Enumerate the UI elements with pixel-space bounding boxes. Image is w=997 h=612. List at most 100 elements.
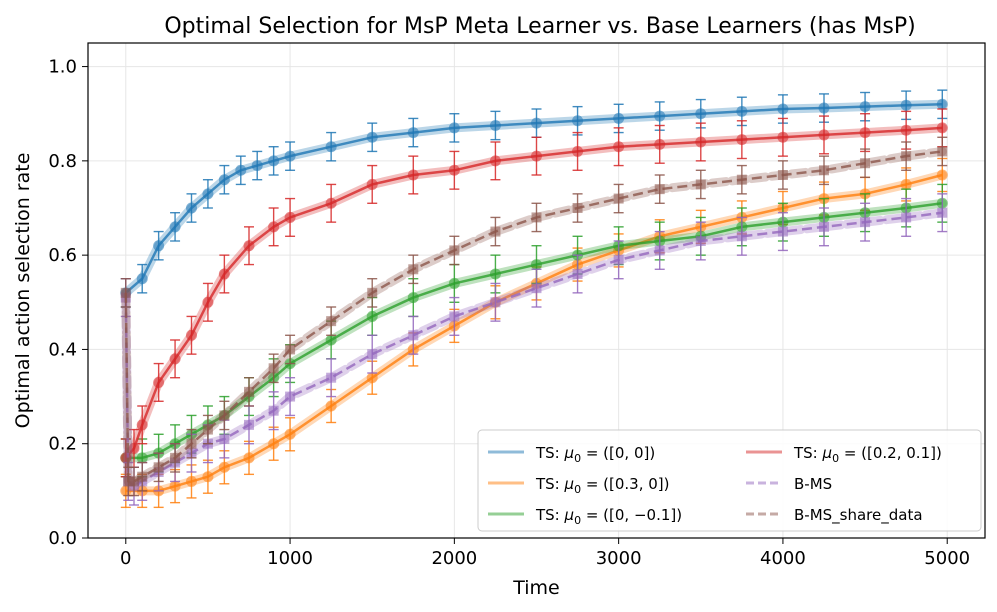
data-point: [613, 254, 624, 265]
data-point: [859, 101, 871, 113]
data-point: [136, 273, 148, 285]
data-point: [531, 150, 542, 162]
data-point: [613, 112, 625, 124]
data-point: [654, 245, 665, 256]
legend-label: TS: μ0 = ([0.2, 0.1]): [793, 444, 942, 465]
legend-label: TS: μ0 = ([0, −0.1]): [535, 506, 682, 527]
data-point: [736, 105, 748, 117]
data-point: [325, 400, 337, 412]
data-point: [448, 164, 460, 176]
x-tick-label: 5000: [924, 548, 970, 569]
data-point: [218, 268, 230, 280]
data-point: [736, 134, 748, 146]
x-tick-label: 2000: [431, 548, 477, 569]
chart-title: Optimal Selection for MsP Meta Learner v…: [164, 14, 915, 39]
data-point: [572, 115, 584, 127]
data-point: [531, 283, 542, 294]
data-point: [284, 211, 296, 223]
data-point: [490, 297, 501, 308]
y-axis-label: Optimal action selection rate: [12, 153, 34, 429]
data-point: [654, 138, 666, 150]
data-point: [218, 174, 230, 186]
data-point: [219, 434, 230, 444]
data-point: [407, 127, 419, 139]
data-point: [936, 98, 948, 110]
series-line: [124, 150, 943, 483]
data-point: [169, 480, 181, 492]
data-point: [326, 372, 337, 383]
data-point: [859, 127, 871, 139]
data-point: [818, 102, 830, 114]
data-point: [219, 410, 230, 421]
data-point: [285, 344, 296, 355]
y-tick-label: 0.8: [48, 151, 77, 172]
data-point: [613, 193, 624, 204]
data-point: [123, 476, 134, 487]
series-1: [120, 157, 948, 509]
data-point: [936, 122, 948, 134]
x-axis-label: Time: [512, 577, 560, 599]
data-point: [937, 207, 948, 218]
data-point: [243, 452, 255, 464]
data-point: [136, 452, 148, 464]
data-point: [186, 202, 197, 214]
data-point: [366, 131, 378, 143]
data-point: [186, 475, 197, 487]
legend-label: TS: μ0 = ([0, 0]): [535, 444, 655, 465]
data-point: [819, 221, 829, 232]
data-point: [489, 120, 501, 131]
data-point: [860, 217, 871, 228]
data-point: [818, 129, 830, 141]
series-3: [120, 108, 948, 478]
data-point: [448, 122, 460, 134]
data-point: [268, 405, 279, 416]
series-line: [124, 211, 943, 488]
data-point: [489, 155, 501, 167]
data-point: [367, 349, 378, 360]
data-point: [366, 178, 378, 190]
data-point: [572, 203, 583, 213]
data-point: [408, 264, 419, 275]
data-point: [186, 438, 197, 449]
data-point: [449, 311, 460, 322]
data-point: [285, 391, 296, 402]
data-point: [153, 240, 165, 252]
data-point: [251, 160, 263, 172]
y-tick-label: 0.0: [48, 528, 77, 549]
data-point: [654, 184, 665, 195]
data-point: [202, 296, 214, 308]
data-point: [218, 461, 230, 473]
data-point: [490, 226, 501, 237]
plot-frame: [87, 42, 986, 539]
data-point: [613, 141, 625, 153]
legend-label: B-MS: [794, 475, 832, 493]
data-point: [169, 353, 181, 365]
data-point: [777, 170, 788, 180]
data-point: [244, 419, 254, 430]
data-point: [186, 329, 197, 341]
data-point: [202, 188, 214, 200]
data-point: [901, 212, 912, 223]
data-point: [268, 155, 280, 167]
legend-label: B-MS_share_data: [794, 506, 923, 525]
data-point: [153, 462, 164, 473]
data-point: [136, 419, 148, 431]
data-point: [408, 330, 419, 341]
data-point: [366, 372, 378, 384]
data-point: [268, 363, 279, 374]
data-point: [860, 158, 871, 169]
data-point: [572, 145, 584, 157]
data-point: [235, 164, 247, 176]
y-tick-label: 0.4: [48, 339, 77, 360]
data-point: [489, 268, 501, 280]
legend: TS: μ0 = ([0, 0]) TS: μ0 = ([0.3, 0]) TS: …: [477, 429, 982, 532]
data-point: [268, 438, 280, 450]
data-point: [407, 169, 419, 181]
data-point: [284, 150, 296, 162]
data-point: [284, 428, 296, 440]
data-point: [120, 287, 131, 298]
data-point: [900, 99, 912, 111]
ticks: 0 1000 2000 3000 4000 5000 0.0 0.2 0.4 0.6 0.8 1.0: [48, 57, 970, 569]
data-point: [695, 136, 707, 148]
data-point: [572, 269, 583, 279]
